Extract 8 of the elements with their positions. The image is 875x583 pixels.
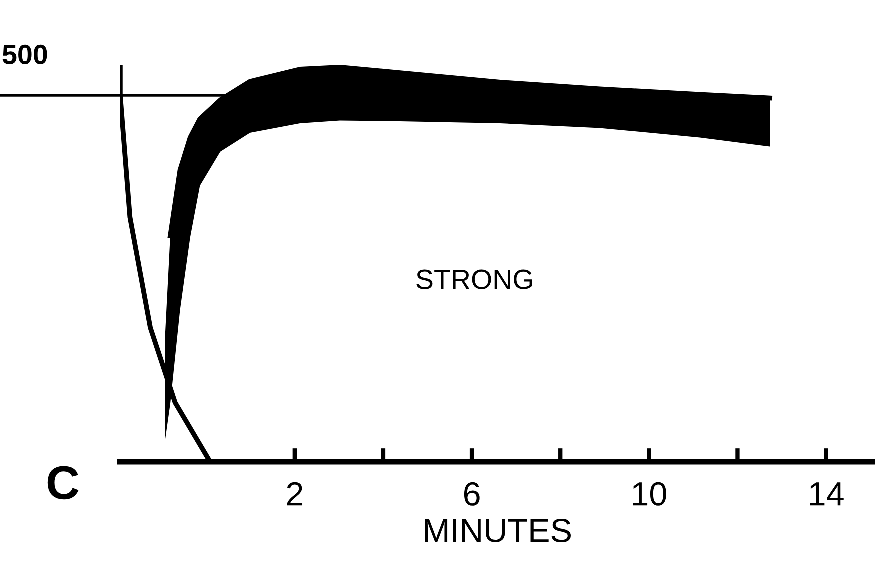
x-tick-label: 2 [287, 482, 303, 506]
x-tick-label: 6 [464, 482, 480, 506]
x-axis-title: MINUTES [425, 518, 571, 543]
text: 500 [2, 44, 48, 65]
x-tick-label: 10 [633, 482, 666, 506]
x-tick-label: 14 [810, 482, 844, 506]
text: C [48, 466, 79, 500]
annotation: STRONG [416, 270, 532, 290]
